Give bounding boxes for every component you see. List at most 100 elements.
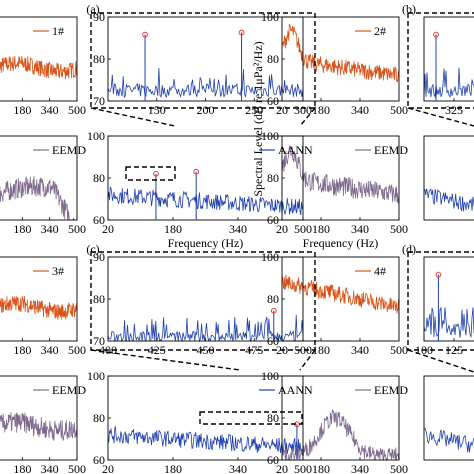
x-tick-label: 340 <box>351 222 369 236</box>
panel-label: (d) <box>402 242 416 256</box>
x-tick-label: 340 <box>351 462 369 474</box>
x-tick-label: 500 <box>294 343 312 357</box>
series-d-top-left <box>281 274 400 314</box>
zoom-frame-a <box>90 12 316 109</box>
legend-label: AANN <box>278 143 313 157</box>
legend-label: 2# <box>374 24 386 38</box>
series-c-bottom-right <box>107 425 304 456</box>
x-tick-label: 500 <box>390 103 408 117</box>
x-axis-label: Frequency (Hz) <box>168 236 244 250</box>
y-tick-label: 80 <box>93 292 105 306</box>
x-tick-label: 300 <box>294 103 312 117</box>
legend-label: AANN <box>278 383 313 397</box>
axes-frame-b-bottom-right <box>423 135 474 221</box>
zoom-frame-b <box>407 12 474 109</box>
x-tick-label: 340 <box>41 462 59 474</box>
y-tick-label: 80 <box>267 171 279 185</box>
zoom-connector-c <box>90 349 316 371</box>
x-tick-label: 500 <box>68 343 86 357</box>
y-tick-label: 100 <box>261 10 279 24</box>
x-tick-label: 475 <box>245 343 263 357</box>
series-d-bottom-left <box>281 408 400 462</box>
x-tick-label: 180 <box>13 462 31 474</box>
x-tick-label: 500 <box>68 222 86 236</box>
series-a-bottom-right <box>107 185 304 216</box>
zoom-connector-d <box>407 349 474 373</box>
peak-marker <box>193 168 200 175</box>
y-tick-label: 70 <box>93 94 105 108</box>
x-tick-label: 500 <box>390 462 408 474</box>
axes-frame-d-bottom-right <box>423 375 474 461</box>
x-tick-label: 180 <box>312 343 330 357</box>
peak-marker <box>238 29 245 36</box>
axes-frame-c-top-left <box>0 256 78 342</box>
x-tick-label: 180 <box>312 462 330 474</box>
series-c-top-left <box>0 295 78 320</box>
x-tick-label: 180 <box>312 222 330 236</box>
x-tick-label: 340 <box>41 103 59 117</box>
x-axis-label: Frequency (Hz) <box>303 236 379 250</box>
y-tick-label: 80 <box>267 52 279 66</box>
y-tick-label: 60 <box>267 334 279 348</box>
x-tick-label: 500 <box>68 462 86 474</box>
zoom-region-a <box>125 166 176 181</box>
y-tick-label: 60 <box>267 94 279 108</box>
series-c-top-right <box>107 314 304 343</box>
labels-layer: 180 340 500 1# 150 200 250 300 70 80 90 (a) 180 340 50… <box>13 2 463 474</box>
x-tick-label: 250 <box>245 103 263 117</box>
y-tick-label: 60 <box>267 213 279 227</box>
peak-marker <box>433 31 439 38</box>
legend-label: EEMD <box>52 383 86 397</box>
series-layer <box>0 23 474 462</box>
x-tick-label: 180 <box>164 222 182 236</box>
x-tick-label: 340 <box>41 343 59 357</box>
panel-label: (c) <box>86 242 99 256</box>
series-c-bottom-left <box>0 412 78 442</box>
y-tick-label: 80 <box>93 52 105 66</box>
series-a-bottom-left <box>0 176 77 221</box>
peak-marker <box>435 271 442 278</box>
x-tick-label: 340 <box>229 222 247 236</box>
zoom-connector-b <box>407 107 474 127</box>
y-tick-label: 100 <box>261 369 279 383</box>
x-tick-label: 180 <box>13 103 31 117</box>
legend-label: EEMD <box>374 383 408 397</box>
panel-label: (b) <box>402 2 416 16</box>
x-tick-label: 340 <box>41 222 59 236</box>
y-tick-label: 90 <box>93 250 105 264</box>
y-tick-label: 100 <box>87 369 105 383</box>
series-b-bottom-right <box>423 188 474 212</box>
x-tick-label: 500 <box>294 462 312 474</box>
x-tick-label: 500 <box>390 343 408 357</box>
series-a-top-left <box>0 56 78 80</box>
x-tick-label: 500 <box>68 103 86 117</box>
zoom-frame-d <box>407 251 474 351</box>
legend-label: EEMD <box>374 143 408 157</box>
series-d-bottom-right <box>423 427 474 453</box>
legend-label: EEMD <box>52 143 86 157</box>
series-a-top-right <box>107 67 304 99</box>
peak-marker <box>142 31 148 38</box>
y-tick-label: 80 <box>267 411 279 425</box>
y-tick-label: 60 <box>93 213 105 227</box>
x-tick-label: 20 <box>276 462 288 474</box>
axes-layer <box>0 16 474 461</box>
x-tick-label: 340 <box>229 462 247 474</box>
x-tick-label: 150 <box>148 103 166 117</box>
legend-label: 3# <box>52 264 64 278</box>
y-axis-label: Spectral Level (dB re 1μPa²/Hz) <box>251 41 265 196</box>
y-tick-label: 70 <box>93 334 105 348</box>
zoom-connector-a <box>90 107 316 127</box>
y-tick-label: 60 <box>267 453 279 467</box>
zoom-region-c <box>199 411 303 425</box>
x-tick-label: 325 <box>445 103 463 117</box>
y-tick-label: 80 <box>93 411 105 425</box>
peak-marker <box>153 170 159 177</box>
series-d-top-right <box>423 306 474 338</box>
y-tick-label: 80 <box>93 171 105 185</box>
series-b-top-left <box>281 23 400 82</box>
x-tick-label: 20 <box>276 222 288 236</box>
series-b-top-right <box>423 67 474 99</box>
marks-layer <box>142 29 442 460</box>
